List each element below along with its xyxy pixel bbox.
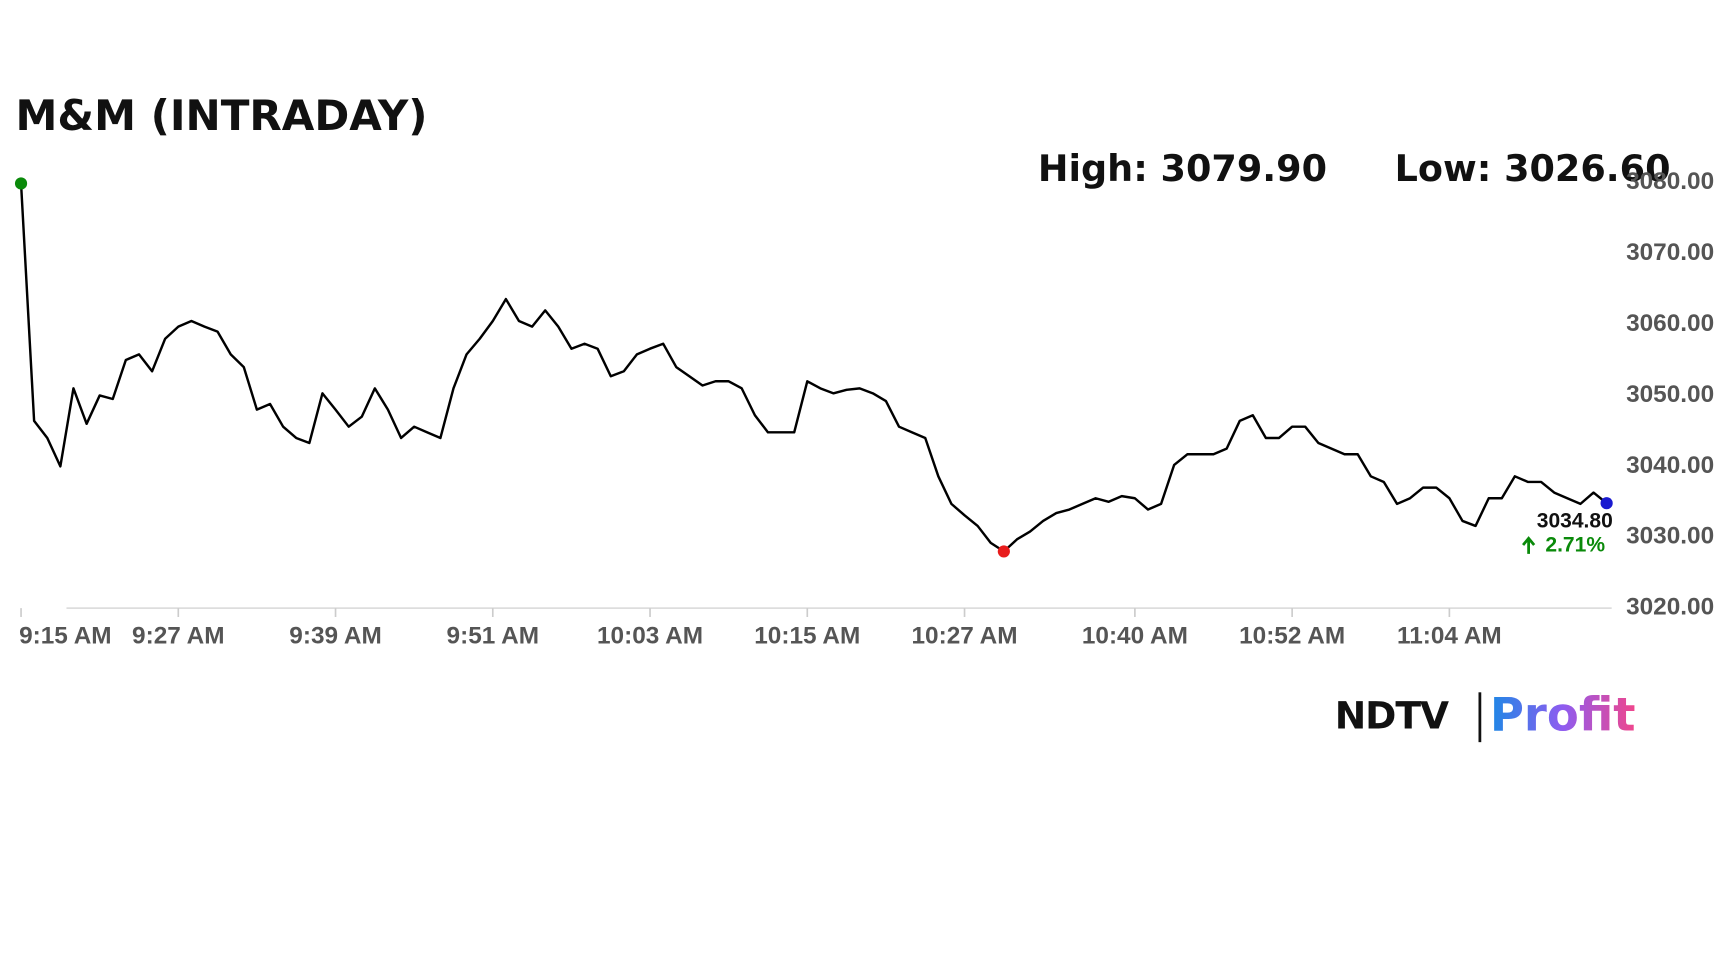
x-tick-label: 10:15 AM (754, 622, 860, 649)
last-price-label: 3034.80 (1537, 509, 1613, 532)
y-tick-label: 3050.00 (1626, 381, 1714, 408)
x-tick-label: 9:51 AM (447, 622, 540, 649)
logo-profit: Profit (1490, 687, 1636, 741)
y-tick-label: 3040.00 (1626, 452, 1714, 479)
y-tick-label: 3080.00 (1626, 168, 1714, 195)
x-tick-label: 9:39 AM (289, 622, 382, 649)
change-label: 2.71% (1545, 534, 1605, 557)
x-tick-label: 9:27 AM (132, 622, 225, 649)
logo-ndtv: NDTV (1335, 693, 1449, 737)
open-dot (14, 177, 28, 190)
y-tick-label: 3060.00 (1626, 310, 1714, 337)
low-label: Low: 3026.60 (1395, 147, 1671, 190)
x-tick-label: 10:27 AM (912, 622, 1018, 649)
last-dot (1600, 497, 1613, 510)
low-dot (997, 545, 1010, 558)
x-tick-label: 10:03 AM (597, 622, 703, 649)
y-tick-label: 3070.00 (1626, 239, 1714, 266)
x-tick-label: 10:40 AM (1082, 622, 1188, 649)
x-tick-label: 11:04 AM (1397, 622, 1502, 649)
y-tick-label: 3020.00 (1626, 594, 1714, 621)
high-label: High: 3079.90 (1038, 147, 1327, 190)
x-tick-label: 9:15 AM (19, 622, 112, 649)
y-tick-label: 3030.00 (1626, 523, 1714, 550)
chart-title: M&M (INTRADAY) (16, 91, 428, 140)
x-tick-label: 10:52 AM (1239, 622, 1345, 649)
up-arrow (1522, 536, 1536, 554)
price-line (19, 183, 1608, 553)
